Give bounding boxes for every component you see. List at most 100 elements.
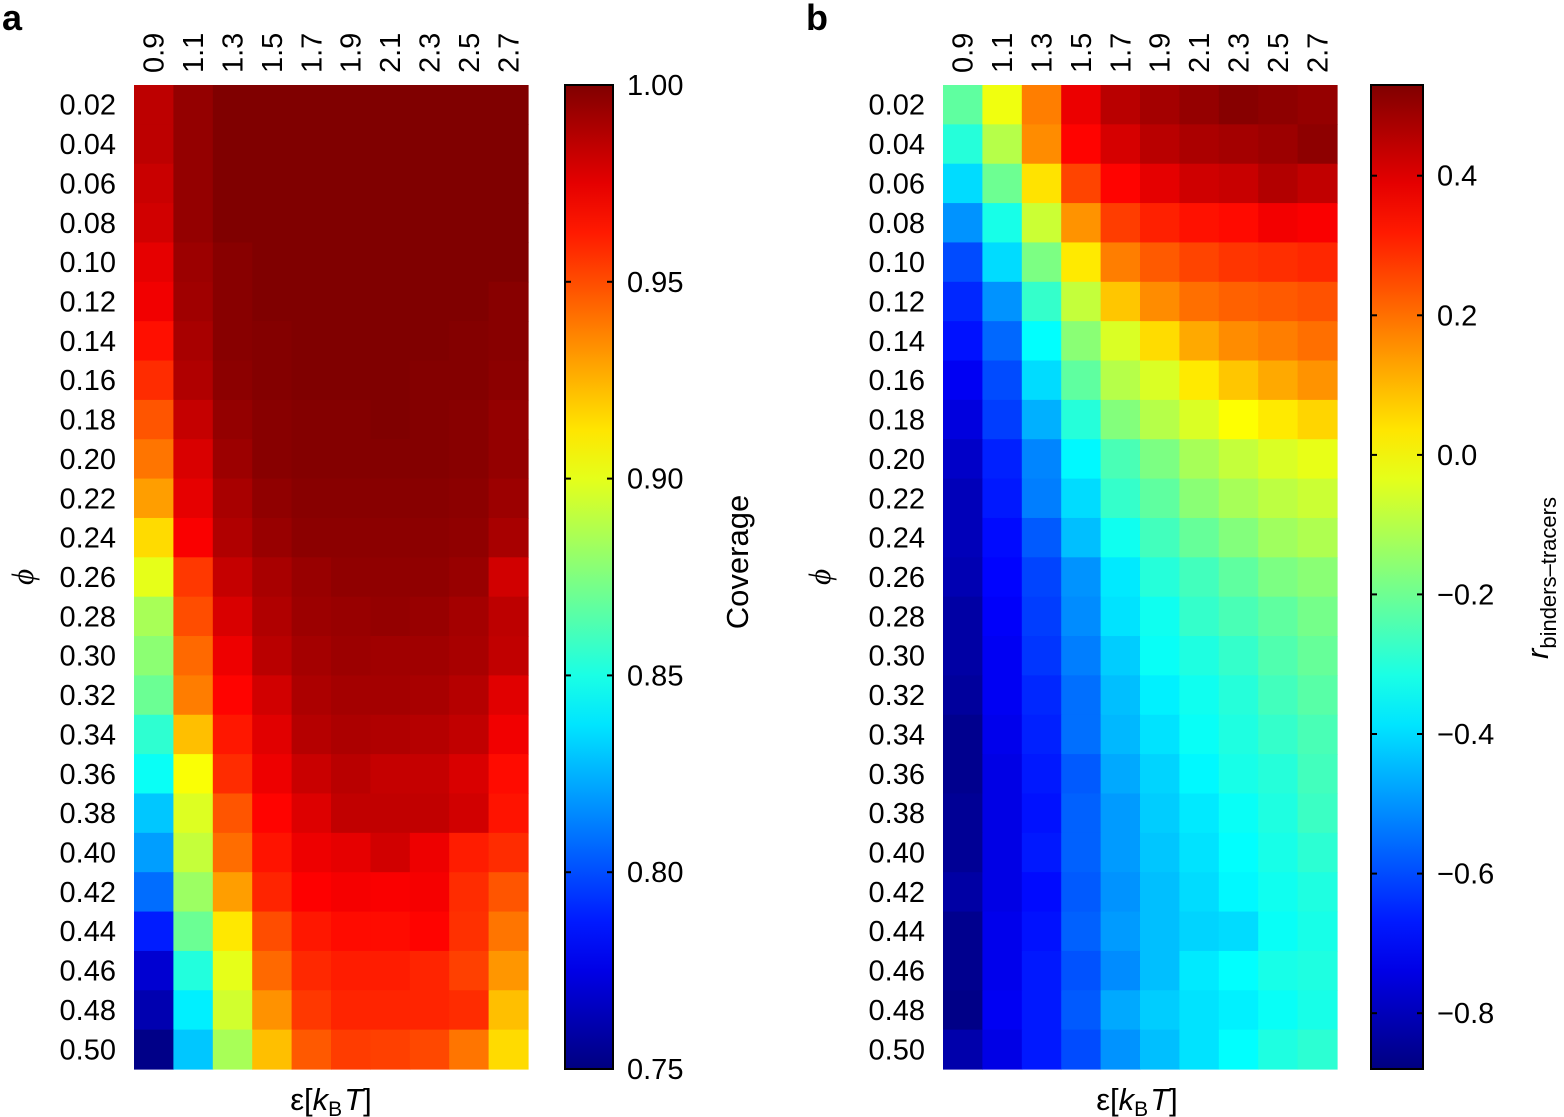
colorbar-ticks-a: 0.75 0.80 0.85 0.90 0.95 1.00	[565, 70, 683, 1086]
y-axis-label-b: ϕ	[802, 569, 837, 585]
heatmap-cell	[1218, 242, 1259, 283]
heatmap-cell	[409, 832, 450, 873]
heatmap-cell	[1179, 950, 1220, 991]
heatmap-cell	[1179, 990, 1220, 1031]
heatmap-cell	[1179, 478, 1220, 519]
heatmap-cell	[134, 675, 174, 716]
heatmap-cell	[291, 636, 332, 676]
heatmap-cell	[1100, 517, 1141, 558]
heatmap-cell	[1218, 478, 1259, 519]
y-tick-label: 0.20	[60, 444, 116, 476]
y-tick-label: 0.06	[869, 168, 925, 200]
heatmap-cell	[982, 872, 1023, 913]
y-tick-label: 0.16	[869, 365, 925, 397]
heatmap-cell	[331, 557, 371, 598]
heatmap-cell	[1297, 832, 1338, 873]
heatmap-cell	[173, 557, 214, 598]
heatmap-cell	[331, 675, 371, 716]
heatmap-cell	[409, 675, 450, 716]
heatmap-cell	[1297, 203, 1338, 244]
heatmap-cell	[252, 596, 293, 637]
heatmap-cell	[1218, 399, 1259, 440]
heatmap-cell	[331, 754, 371, 795]
heatmap-cell	[291, 872, 332, 913]
heatmap-cell	[370, 517, 411, 558]
heatmap-cell	[1100, 360, 1141, 401]
heatmap-cell	[409, 636, 450, 676]
heatmap-cell	[1218, 124, 1259, 165]
y-tick-label: 0.40	[60, 838, 116, 870]
heatmap-cell	[488, 950, 529, 991]
heatmap-cell	[331, 517, 371, 558]
heatmap-cell	[291, 360, 332, 401]
heatmap-cell	[1021, 163, 1062, 204]
heatmap-cell	[1218, 714, 1259, 755]
heatmap-cell	[449, 517, 490, 558]
heatmap-cell	[409, 950, 450, 991]
heatmap-cell	[212, 242, 253, 283]
heatmap-cell	[1021, 360, 1062, 401]
heatmap-cell	[1297, 281, 1338, 322]
heatmap-cell	[1140, 675, 1180, 716]
heatmap-cell	[1100, 596, 1141, 637]
heatmap-cell	[1297, 439, 1338, 480]
heatmap-cell	[134, 950, 174, 991]
heatmap-cell	[488, 832, 529, 873]
x-tick-label: 1.1	[987, 33, 1019, 73]
heatmap-cell	[331, 281, 371, 322]
heatmap-cell	[943, 85, 983, 125]
heatmap-cell	[1179, 517, 1220, 558]
heatmap-cell	[943, 596, 983, 637]
colorbar-tick-label: 0.85	[627, 660, 683, 692]
heatmap-cell	[1179, 399, 1220, 440]
heatmap-cell	[252, 911, 293, 952]
x-tick-label: 1.1	[178, 33, 210, 73]
heatmap-cell	[370, 478, 411, 519]
heatmap-cell	[409, 754, 450, 795]
heatmap-cell	[943, 517, 983, 558]
y-tick-label: 0.28	[869, 601, 925, 633]
heatmap-cell	[449, 439, 490, 480]
heatmap-cell	[1297, 124, 1338, 165]
heatmap-cell	[1218, 439, 1259, 480]
heatmap-cell	[1179, 675, 1220, 716]
heatmap-cell	[1258, 636, 1299, 676]
heatmap-cell	[291, 1029, 332, 1070]
heatmap-cell	[943, 1029, 983, 1070]
heatmap-cell	[1021, 203, 1062, 244]
heatmap-cell	[488, 557, 529, 598]
heatmap-cell	[982, 754, 1023, 795]
heatmap-cell	[1140, 950, 1180, 991]
heatmap-cell	[173, 360, 214, 401]
heatmap-cell	[212, 911, 253, 952]
heatmap-cell	[1061, 203, 1102, 244]
heatmap-cell	[252, 832, 293, 873]
heatmap-cell	[1061, 636, 1102, 676]
heatmap-cell	[943, 203, 983, 244]
x-tick-label: 2.3	[1224, 33, 1256, 73]
heatmap-cell	[1218, 517, 1259, 558]
heatmap-cell	[1021, 596, 1062, 637]
heatmap-cell	[1140, 517, 1180, 558]
colorbar-tick-label: 0.80	[627, 857, 683, 889]
heatmap-cell	[449, 399, 490, 440]
heatmap-cell	[943, 163, 983, 204]
heatmap-cell	[1297, 163, 1338, 204]
heatmap-cell	[1140, 990, 1180, 1031]
heatmap-cell	[331, 321, 371, 362]
heatmap-cell	[252, 1029, 293, 1070]
y-tick-label: 0.22	[869, 483, 925, 515]
heatmap-cell	[252, 242, 293, 283]
heatmap-cell	[943, 124, 983, 165]
heatmap-cell	[409, 714, 450, 755]
heatmap-cell	[1179, 1029, 1220, 1070]
heatmap-cell	[331, 399, 371, 440]
heatmap-cell	[1021, 439, 1062, 480]
heatmap-cell	[1100, 281, 1141, 322]
x-tick-label: 1.5	[257, 33, 289, 73]
heatmap-cell	[1061, 124, 1102, 165]
heatmap-cell	[212, 990, 253, 1031]
heatmap-cell	[291, 714, 332, 755]
heatmap-cell	[1061, 360, 1102, 401]
heatmap-cell	[1258, 439, 1299, 480]
